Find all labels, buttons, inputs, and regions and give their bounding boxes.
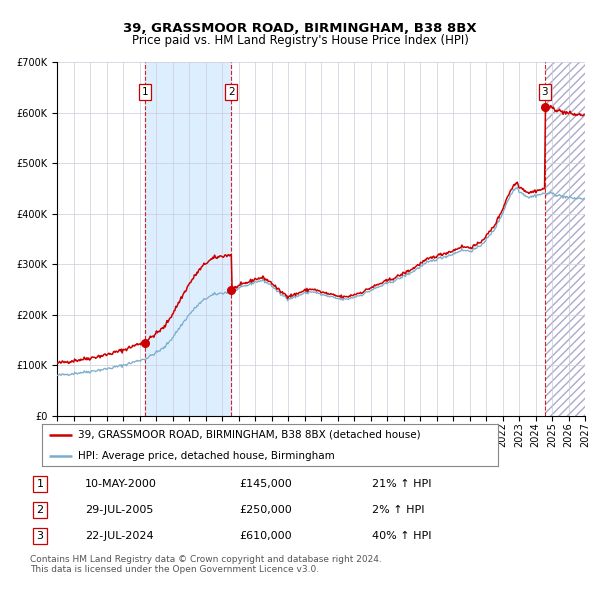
Bar — [145, 62, 232, 416]
Text: 22-JUL-2024: 22-JUL-2024 — [85, 532, 154, 542]
Text: 2: 2 — [37, 505, 43, 515]
Bar — [545, 62, 585, 416]
Text: 2% ↑ HPI: 2% ↑ HPI — [372, 505, 425, 515]
Text: Contains HM Land Registry data © Crown copyright and database right 2024.
This d: Contains HM Land Registry data © Crown c… — [30, 555, 382, 574]
Text: £250,000: £250,000 — [240, 505, 293, 515]
Text: 10-MAY-2000: 10-MAY-2000 — [85, 478, 157, 489]
Text: 21% ↑ HPI: 21% ↑ HPI — [372, 478, 432, 489]
Text: 1: 1 — [37, 478, 43, 489]
Text: £610,000: £610,000 — [240, 532, 292, 542]
Text: 29-JUL-2005: 29-JUL-2005 — [85, 505, 154, 515]
Text: 3: 3 — [541, 87, 548, 97]
Text: HPI: Average price, detached house, Birmingham: HPI: Average price, detached house, Birm… — [79, 451, 335, 461]
Text: 1: 1 — [142, 87, 149, 97]
Text: 3: 3 — [37, 532, 43, 542]
Text: Price paid vs. HM Land Registry's House Price Index (HPI): Price paid vs. HM Land Registry's House … — [131, 34, 469, 47]
Text: 2: 2 — [228, 87, 235, 97]
Text: £145,000: £145,000 — [240, 478, 293, 489]
Text: 40% ↑ HPI: 40% ↑ HPI — [372, 532, 432, 542]
Text: 39, GRASSMOOR ROAD, BIRMINGHAM, B38 8BX (detached house): 39, GRASSMOOR ROAD, BIRMINGHAM, B38 8BX … — [79, 430, 421, 440]
Text: 39, GRASSMOOR ROAD, BIRMINGHAM, B38 8BX: 39, GRASSMOOR ROAD, BIRMINGHAM, B38 8BX — [123, 22, 477, 35]
